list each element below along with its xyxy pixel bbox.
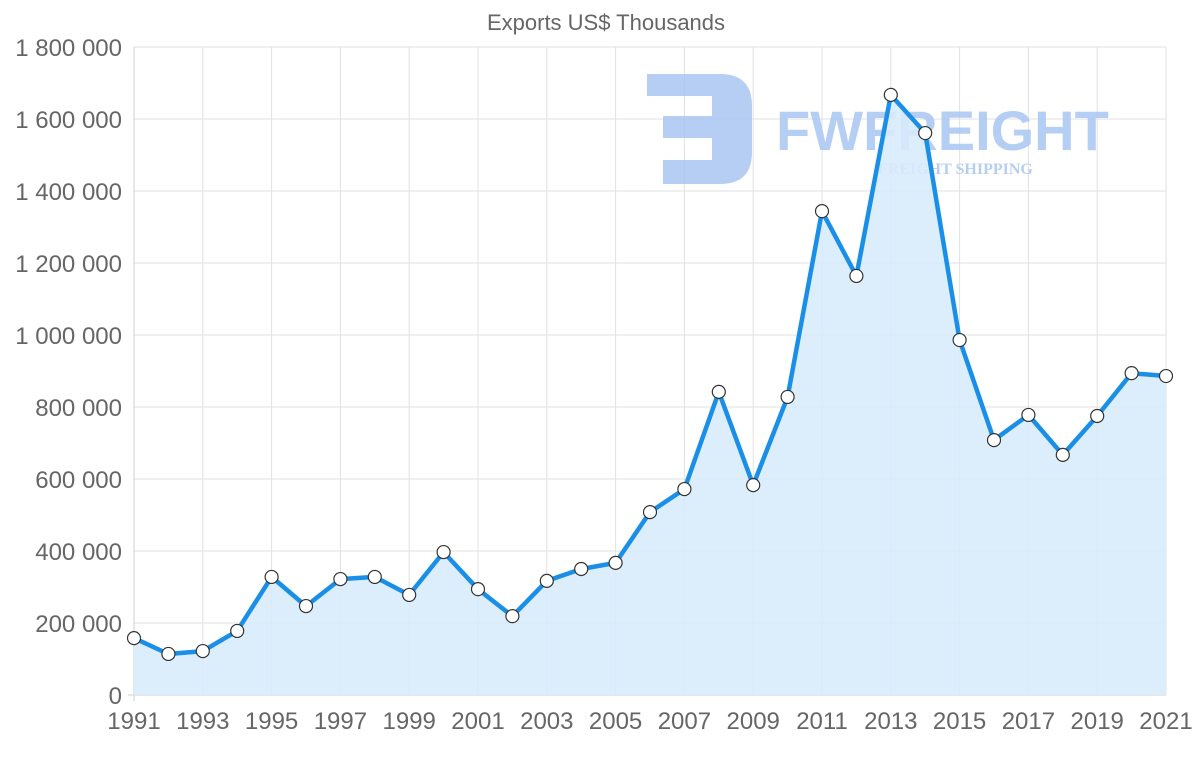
x-tick-label: 2007 [658,708,711,735]
x-tick-label: 2013 [864,708,917,735]
data-point [1021,407,1036,423]
data-point [608,555,623,570]
x-tick-label: 2015 [933,708,986,735]
data-point [367,569,382,585]
y-tick-label: 800 000 [35,395,122,422]
x-axis-ticks: 1991 1993 1995 1997 1999 2001 2003 2005 2007 2009… [107,708,1192,735]
data-point [470,582,486,597]
x-tick-label: 2005 [589,708,642,735]
x-tick-label: 2021 [1139,708,1192,735]
x-tick-label: 1993 [176,708,229,735]
data-point [814,204,830,219]
x-tick-label: 2017 [1002,708,1055,735]
data-point [883,87,898,102]
data-point [574,561,589,577]
data-point [1055,447,1070,462]
x-tick-label: 2003 [520,708,573,735]
data-point [126,631,142,646]
data-point [505,609,520,624]
data-point [642,505,658,520]
data-point [539,573,554,588]
data-point [402,587,417,603]
y-tick-label: 400 000 [35,539,122,566]
data-point [1124,366,1139,381]
data-point [746,478,761,493]
y-axis-ticks: 0 200 000 400 000 600 000 800 000 1 000 000 1 … [15,35,122,710]
x-tick-label: 2011 [796,708,848,735]
data-point [1158,368,1174,384]
data-point [333,571,348,587]
data-point [1090,408,1105,424]
x-tick-label: 2001 [451,708,504,735]
data-point [952,332,967,348]
data-points [126,87,1174,662]
data-point [986,433,1002,448]
fwfreight-logo-icon [647,74,752,184]
data-point [918,125,933,141]
data-point [849,268,864,284]
y-tick-label: 1 200 000 [15,251,122,278]
x-tick-label: 1991 [107,708,160,735]
fwfreight-watermark: FWFREIGHT FREIGHT SHIPPING [647,74,1109,184]
y-tick-label: 600 000 [35,467,122,494]
y-tick-label: 200 000 [35,611,122,638]
data-point [711,384,726,399]
y-tick-label: 1 000 000 [15,323,122,350]
data-point [298,598,314,614]
y-tick-label: 0 [109,683,122,710]
data-point [161,646,176,662]
data-point [436,544,451,560]
watermark-brand: FWFREIGHT [776,99,1109,162]
data-point [230,623,245,639]
data-point [195,643,210,659]
chart-title: Exports US$ Thousands [487,10,725,35]
data-point [264,569,279,585]
series-area-fill [134,94,1166,695]
x-tick-label: 1999 [383,708,436,735]
x-tick-label: 2009 [727,708,780,735]
x-tick-label: 2019 [1071,708,1124,735]
x-tick-label: 1997 [314,708,367,735]
data-point [677,481,692,497]
y-tick-label: 1 400 000 [15,179,122,206]
data-point [780,389,795,405]
y-tick-label: 1 600 000 [15,107,122,134]
y-tick-label: 1 800 000 [15,35,122,62]
x-tick-label: 1995 [245,708,298,735]
